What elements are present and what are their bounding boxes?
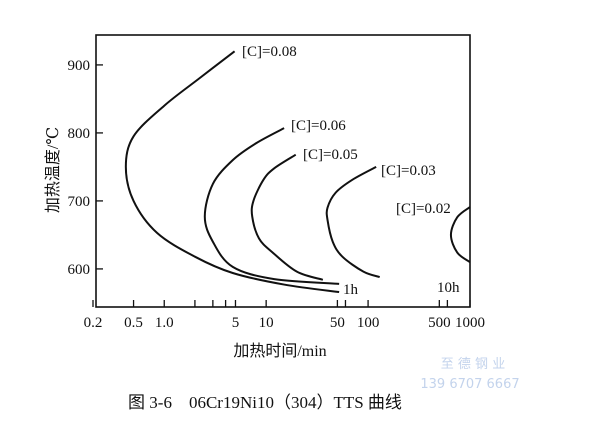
curve-label-0.02: [C]=0.02 <box>396 201 451 217</box>
curve-label-0.06: [C]=0.06 <box>291 118 346 134</box>
watermark-name: 至 德 钢 业 <box>441 357 505 372</box>
y-tick-label: 600 <box>68 262 91 278</box>
x-tick-label: 1.0 <box>155 315 174 331</box>
x-tick-label: 500 <box>428 315 451 331</box>
tts-curve-0.03 <box>325 166 381 279</box>
y-axis-title: 加热温度/℃ <box>44 127 62 213</box>
curve-label-0.05: [C]=0.05 <box>303 147 358 163</box>
x-tick-label: 50 <box>330 315 345 331</box>
x-tick-label: 10 <box>259 315 274 331</box>
annotation-10h: 10h <box>437 280 460 296</box>
x-tick-label: 100 <box>357 315 380 331</box>
plot-frame <box>95 34 471 308</box>
y-tick-label: 900 <box>68 58 91 74</box>
tts-curve-0.08 <box>124 50 340 294</box>
x-axis-title: 加热时间/min <box>233 342 326 360</box>
x-tick-label: 5 <box>232 315 240 331</box>
x-tick-label: 1000 <box>455 315 485 331</box>
tts-curve-0.05 <box>250 153 324 281</box>
x-tick-label: 0.2 <box>84 315 103 331</box>
y-tick-label: 700 <box>68 194 91 210</box>
x-tick-label: 0.5 <box>124 315 143 331</box>
tts-curve-0.02 <box>449 206 471 263</box>
curve-label-0.03: [C]=0.03 <box>381 163 436 179</box>
figure-caption: 图 3-6 06Cr19Ni10（304）TTS 曲线 <box>128 393 402 412</box>
curve-label-0.08: [C]=0.08 <box>242 44 297 60</box>
annotation-1h: 1h <box>343 282 359 298</box>
y-tick-label: 800 <box>68 126 91 142</box>
watermark-phone: 139 6707 6667 <box>420 377 519 392</box>
tts-curve-0.06 <box>203 127 340 285</box>
